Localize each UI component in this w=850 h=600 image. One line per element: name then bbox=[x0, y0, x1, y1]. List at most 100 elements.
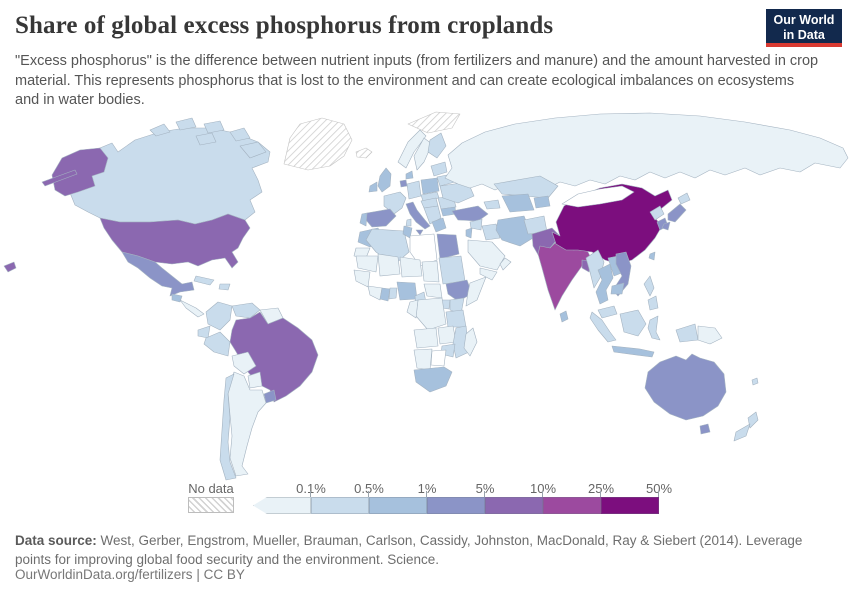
country-svalbard[interactable] bbox=[407, 111, 461, 134]
country-north-korea[interactable] bbox=[649, 205, 665, 221]
legend-bin-0[interactable] bbox=[253, 497, 311, 514]
country-ethiopia[interactable] bbox=[445, 279, 473, 302]
country-paraguay[interactable] bbox=[247, 371, 263, 389]
country-sardinia[interactable] bbox=[405, 218, 412, 227]
country-philippines-luzon[interactable] bbox=[643, 275, 655, 297]
legend-bin-1[interactable] bbox=[311, 497, 369, 514]
country-new-guinea-west[interactable] bbox=[675, 323, 699, 343]
country-syria[interactable] bbox=[469, 218, 483, 231]
owid-logo[interactable]: Our World in Data bbox=[766, 9, 842, 47]
country-malaysia[interactable] bbox=[597, 305, 618, 319]
country-canada-island[interactable] bbox=[229, 127, 251, 142]
country-egypt[interactable] bbox=[436, 233, 460, 260]
country-sulawesi[interactable] bbox=[647, 315, 661, 341]
country-sumatra[interactable] bbox=[589, 311, 617, 343]
country-denmark[interactable] bbox=[405, 170, 414, 180]
country-alaska[interactable] bbox=[51, 147, 109, 197]
country-hawaii[interactable] bbox=[3, 261, 17, 273]
country-somalia[interactable] bbox=[465, 276, 487, 307]
country-cuba[interactable] bbox=[193, 275, 215, 286]
cc-by-link[interactable]: CC BY bbox=[203, 567, 245, 582]
country-iceland[interactable] bbox=[355, 147, 373, 159]
country-canada-victoria[interactable] bbox=[195, 132, 217, 146]
country-namibia[interactable] bbox=[413, 348, 433, 371]
country-greece[interactable] bbox=[431, 217, 447, 233]
country-south-africa[interactable] bbox=[413, 366, 453, 393]
country-madagascar[interactable] bbox=[463, 327, 478, 357]
country-drc[interactable] bbox=[415, 297, 447, 331]
country-japan-honshu[interactable] bbox=[667, 203, 687, 223]
country-iran[interactable] bbox=[495, 215, 534, 247]
country-ecuador[interactable] bbox=[197, 325, 211, 339]
country-japan-hokkaido[interactable] bbox=[677, 192, 691, 205]
legend-bin-2[interactable] bbox=[369, 497, 427, 514]
country-new-zealand-south[interactable] bbox=[733, 423, 751, 442]
country-saudi-arabia[interactable] bbox=[467, 239, 506, 271]
country-senegal-guinea[interactable] bbox=[353, 269, 371, 288]
country-canada-island[interactable] bbox=[203, 120, 225, 134]
legend-no-data-swatch[interactable] bbox=[188, 497, 234, 513]
legend-bin-6[interactable] bbox=[601, 497, 659, 514]
country-venezuela[interactable] bbox=[231, 302, 261, 319]
country-colombia[interactable] bbox=[205, 301, 233, 331]
country-united-kingdom[interactable] bbox=[377, 167, 392, 193]
country-portugal[interactable] bbox=[359, 212, 368, 227]
country-turkey[interactable] bbox=[451, 205, 489, 222]
country-bolivia[interactable] bbox=[231, 351, 257, 375]
country-tasmania[interactable] bbox=[699, 423, 711, 435]
country-ghana[interactable] bbox=[379, 287, 391, 302]
country-kyrgyzstan-tajikistan[interactable] bbox=[533, 195, 551, 209]
country-argentina[interactable] bbox=[227, 371, 267, 477]
country-balkans[interactable] bbox=[423, 205, 442, 225]
country-mexico[interactable] bbox=[121, 251, 195, 297]
country-yemen[interactable] bbox=[479, 267, 498, 281]
country-mozambique[interactable] bbox=[452, 325, 470, 359]
country-russia[interactable] bbox=[444, 112, 849, 191]
country-guatemala[interactable] bbox=[171, 293, 183, 303]
country-france[interactable] bbox=[383, 191, 407, 215]
country-ireland[interactable] bbox=[368, 181, 378, 193]
country-sweden[interactable] bbox=[413, 137, 433, 171]
country-nigeria[interactable] bbox=[396, 281, 418, 301]
country-mali[interactable] bbox=[377, 253, 401, 277]
country-niger[interactable] bbox=[399, 256, 423, 278]
country-philippines-mindanao[interactable] bbox=[647, 295, 659, 311]
country-central-african-republic[interactable] bbox=[423, 283, 443, 299]
country-germany[interactable] bbox=[406, 180, 422, 200]
country-myanmar[interactable] bbox=[585, 249, 605, 289]
legend-bin-3[interactable] bbox=[427, 497, 485, 514]
country-oman[interactable] bbox=[499, 257, 512, 271]
country-central-america[interactable] bbox=[179, 299, 205, 318]
country-baltics[interactable] bbox=[430, 161, 448, 177]
country-tanzania[interactable] bbox=[445, 309, 467, 328]
legend-bin-4[interactable] bbox=[485, 497, 543, 514]
country-taiwan[interactable] bbox=[648, 251, 656, 261]
country-japan-kyushu[interactable] bbox=[661, 221, 671, 231]
country-poland[interactable] bbox=[420, 177, 440, 195]
country-hispaniola[interactable] bbox=[218, 283, 231, 291]
country-chile[interactable] bbox=[219, 373, 237, 481]
country-greenland[interactable] bbox=[283, 117, 353, 171]
country-canada-island[interactable] bbox=[149, 123, 171, 137]
country-finland[interactable] bbox=[427, 132, 447, 159]
country-canada-island[interactable] bbox=[175, 117, 197, 131]
country-brazil[interactable] bbox=[229, 311, 319, 403]
country-mauritania[interactable] bbox=[355, 255, 379, 273]
owid-url-link[interactable]: OurWorldinData.org/fertilizers bbox=[15, 567, 193, 582]
country-mongolia[interactable] bbox=[561, 185, 635, 208]
country-italy[interactable] bbox=[405, 201, 431, 230]
country-chad[interactable] bbox=[421, 260, 440, 283]
country-united-states[interactable] bbox=[99, 213, 251, 269]
country-norway[interactable] bbox=[397, 129, 427, 169]
country-georgia-azerbaijan[interactable] bbox=[483, 199, 501, 210]
country-aleutians[interactable] bbox=[41, 169, 78, 187]
country-canada-baffin[interactable] bbox=[239, 141, 267, 159]
country-iraq[interactable] bbox=[481, 223, 501, 241]
country-botswana[interactable] bbox=[430, 349, 447, 367]
country-canada[interactable] bbox=[67, 127, 271, 225]
country-fiji[interactable] bbox=[751, 377, 759, 386]
country-java[interactable] bbox=[611, 345, 655, 358]
country-cambodia[interactable] bbox=[610, 282, 625, 295]
country-netherlands-belgium[interactable] bbox=[399, 179, 408, 188]
country-togo-benin[interactable] bbox=[388, 287, 398, 300]
